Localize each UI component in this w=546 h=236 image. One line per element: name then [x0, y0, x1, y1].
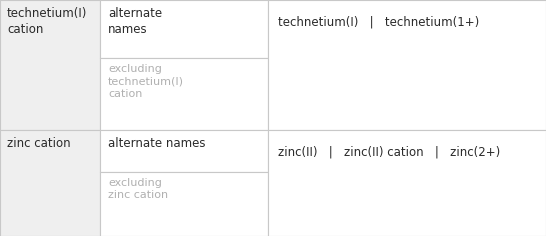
Text: alternate
names: alternate names [108, 7, 162, 36]
Text: excluding
technetium(I)
cation: excluding technetium(I) cation [108, 64, 184, 99]
Text: alternate names: alternate names [108, 137, 205, 150]
Bar [100, 130, 268, 172]
Bar [100, 172, 268, 236]
Bar [268, 0, 546, 130]
Text: zinc cation: zinc cation [7, 137, 70, 150]
Text: excluding
zinc cation: excluding zinc cation [108, 178, 168, 200]
Bar [268, 130, 546, 236]
Bar [0, 0, 100, 130]
Bar [100, 0, 268, 58]
Bar [100, 58, 268, 130]
Text: technetium(I)   |   technetium(1+): technetium(I) | technetium(1+) [278, 16, 479, 29]
Bar [0, 130, 100, 236]
Text: technetium(I)
cation: technetium(I) cation [7, 7, 87, 36]
Text: zinc(II)   |   zinc(II) cation   |   zinc(2+): zinc(II) | zinc(II) cation | zinc(2+) [278, 146, 500, 159]
